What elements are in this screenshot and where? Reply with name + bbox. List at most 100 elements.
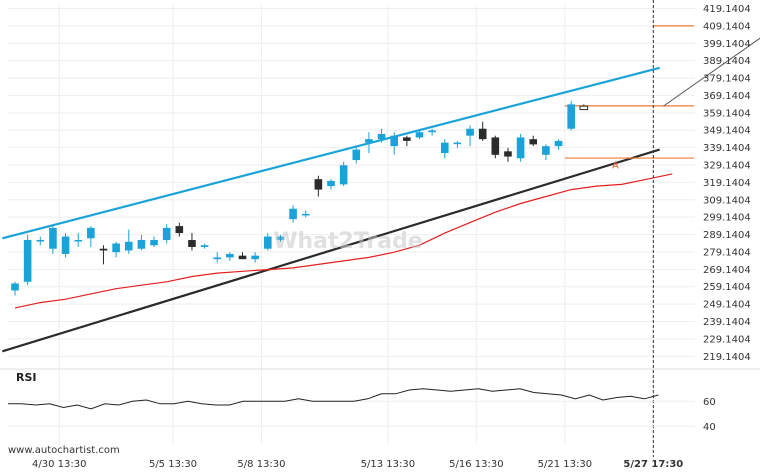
candle bbox=[11, 281, 19, 296]
candle-body bbox=[365, 139, 373, 143]
candle-body bbox=[301, 213, 310, 216]
candle-body bbox=[112, 243, 120, 253]
candle bbox=[99, 245, 108, 265]
candle-body bbox=[264, 236, 272, 249]
candle bbox=[403, 135, 411, 147]
candle-body bbox=[276, 236, 285, 241]
x-tick-label: 5/16 13:30 bbox=[449, 459, 503, 470]
candle bbox=[150, 236, 158, 247]
y-tick-label: 309.1404 bbox=[703, 195, 751, 206]
y-tick-label: 219.1404 bbox=[703, 352, 751, 363]
candle-body bbox=[491, 137, 500, 155]
candle bbox=[162, 224, 171, 244]
candle bbox=[542, 144, 550, 161]
candle bbox=[314, 175, 323, 197]
x-tick-label: 5/13 13:30 bbox=[361, 459, 415, 470]
candle-body bbox=[504, 151, 512, 157]
candle-body bbox=[162, 227, 171, 241]
candle-body bbox=[327, 180, 335, 187]
candle bbox=[516, 133, 525, 162]
candle-body bbox=[87, 227, 95, 239]
candle-body bbox=[150, 240, 158, 246]
y-tick-label: 339.1404 bbox=[703, 143, 751, 154]
candle-body bbox=[200, 245, 209, 247]
candle bbox=[365, 132, 373, 154]
candle-body bbox=[478, 128, 487, 140]
candle bbox=[276, 234, 285, 242]
y-tick-label: 239.1404 bbox=[703, 317, 751, 328]
candle-body bbox=[415, 132, 424, 138]
candle-body bbox=[213, 257, 222, 260]
channel-layer bbox=[2, 66, 673, 353]
y-tick-label: 229.1404 bbox=[703, 334, 751, 345]
grid-layer bbox=[8, 5, 695, 445]
candle-body bbox=[339, 165, 348, 185]
candle-body bbox=[453, 142, 462, 145]
candle bbox=[175, 222, 184, 237]
candle bbox=[226, 252, 234, 261]
rsi-tick-label: 60 bbox=[703, 397, 716, 408]
candle-body bbox=[124, 241, 133, 251]
moving-average-line bbox=[14, 173, 673, 309]
channel-upper-line bbox=[2, 66, 660, 240]
candle bbox=[188, 233, 196, 251]
y-tick-label: 289.1404 bbox=[703, 230, 751, 241]
y-tick-label: 319.1404 bbox=[703, 178, 751, 189]
x-tick-label: 5/27 17:30 bbox=[623, 459, 683, 470]
candle-body bbox=[352, 149, 361, 161]
candle-body bbox=[579, 105, 589, 111]
candle bbox=[504, 147, 512, 162]
axis-layer: 419.1404 409.1404 399.1404 389.1404 379.1404… bbox=[32, 0, 751, 470]
candle bbox=[112, 241, 120, 258]
rsi-line bbox=[8, 388, 659, 410]
candle-body bbox=[99, 248, 108, 251]
candle-body bbox=[403, 137, 411, 141]
candle-body bbox=[289, 208, 297, 220]
candle-body bbox=[314, 179, 323, 190]
y-tick-label: 349.1404 bbox=[703, 126, 751, 137]
x-tick-label: 5/5 13:30 bbox=[149, 459, 197, 470]
y-tick-label: 299.1404 bbox=[703, 213, 751, 224]
candle-body bbox=[61, 236, 70, 254]
candle bbox=[529, 135, 538, 147]
candle bbox=[213, 252, 222, 263]
candle-body bbox=[440, 142, 449, 154]
candle-body bbox=[175, 226, 184, 234]
candle bbox=[327, 179, 335, 190]
candle bbox=[23, 234, 32, 286]
candle bbox=[415, 130, 424, 140]
level-layer bbox=[564, 25, 694, 159]
rsi-panel-title: RSI bbox=[16, 371, 37, 384]
candle bbox=[428, 128, 436, 136]
candle-body bbox=[11, 283, 19, 291]
candle-layer bbox=[11, 100, 589, 296]
y-tick-label: 359.1404 bbox=[703, 108, 751, 119]
candle bbox=[390, 132, 398, 155]
candle-body bbox=[251, 255, 259, 260]
candle bbox=[264, 233, 272, 251]
candle bbox=[301, 210, 310, 218]
y-tick-label: 249.1404 bbox=[703, 300, 751, 311]
candle bbox=[554, 139, 563, 150]
x-tick-label: 5/21 13:30 bbox=[538, 459, 592, 470]
candle-body bbox=[23, 240, 32, 282]
candle-body bbox=[226, 253, 234, 258]
candle-body bbox=[74, 240, 82, 242]
x-tick-label: 5/8 13:30 bbox=[237, 459, 285, 470]
candle bbox=[352, 146, 361, 164]
watermark: What2Trade bbox=[273, 229, 423, 254]
y-tick-label: 269.1404 bbox=[703, 265, 751, 276]
candle bbox=[440, 139, 449, 159]
candle bbox=[466, 125, 474, 147]
candle-body bbox=[377, 133, 386, 140]
channel-lower-line bbox=[2, 148, 660, 353]
candle bbox=[339, 161, 348, 187]
candle-body bbox=[238, 255, 247, 260]
candle-body bbox=[137, 240, 146, 249]
candle bbox=[478, 121, 487, 141]
projection-arrow-shaft bbox=[663, 37, 760, 107]
candle bbox=[238, 252, 247, 260]
candle bbox=[124, 229, 133, 254]
footer-credit: www.autochartist.com bbox=[8, 445, 120, 456]
candle bbox=[87, 226, 95, 247]
